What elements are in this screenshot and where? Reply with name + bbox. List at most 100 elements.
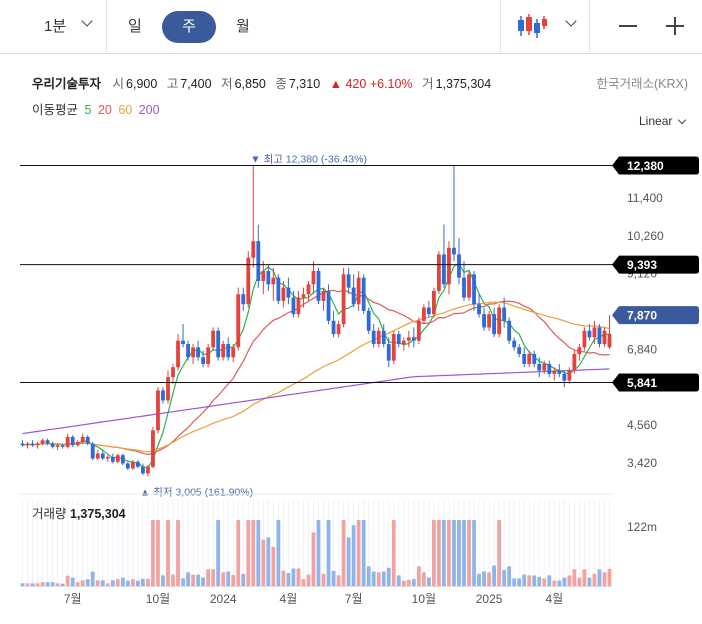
candle-body[interactable] [477, 304, 481, 315]
candle-body[interactable] [231, 347, 236, 358]
candle-body[interactable] [226, 344, 231, 358]
candle-body[interactable] [60, 445, 65, 447]
candle-body[interactable] [196, 347, 201, 358]
period-month[interactable]: 월 [236, 18, 250, 35]
candle-body[interactable] [176, 340, 180, 368]
candle-body[interactable] [206, 347, 211, 364]
candle-body[interactable] [311, 271, 316, 285]
candle-body[interactable] [211, 330, 216, 348]
candle-body[interactable] [361, 277, 366, 311]
candle-body[interactable] [276, 277, 281, 301]
candle-body[interactable] [181, 340, 185, 345]
candle-body[interactable] [261, 271, 266, 281]
period-1min[interactable]: 1분 [44, 18, 67, 35]
candle-body[interactable] [201, 357, 206, 364]
candle-body[interactable] [271, 277, 276, 285]
candle-body[interactable] [221, 344, 226, 358]
candle-body[interactable] [602, 330, 607, 345]
candle-body[interactable] [236, 294, 241, 348]
period-day[interactable]: 일 [128, 18, 142, 35]
candle-body[interactable] [166, 377, 170, 401]
zoom-out-button[interactable] [619, 25, 637, 27]
candle-body[interactable] [40, 440, 45, 444]
candle-body[interactable] [492, 314, 497, 335]
candle-body[interactable] [45, 440, 50, 444]
candle-body[interactable] [30, 443, 35, 446]
candle-body[interactable] [70, 436, 75, 446]
candle-body[interactable] [20, 443, 25, 446]
candle-body[interactable] [457, 254, 461, 278]
candle-body[interactable] [306, 284, 311, 295]
scale-dropdown[interactable]: Linear [639, 114, 673, 128]
candle-body[interactable] [35, 443, 40, 446]
candle-body[interactable] [80, 436, 85, 442]
candle-body[interactable] [331, 320, 336, 335]
candle-body[interactable] [55, 445, 60, 447]
candle-body[interactable] [130, 461, 135, 469]
candle-body[interactable] [85, 436, 90, 444]
candle-body[interactable] [592, 327, 597, 338]
candle-body[interactable] [512, 340, 517, 348]
candle-body[interactable] [135, 461, 140, 467]
candle-body[interactable] [552, 370, 557, 374]
candle-body[interactable] [391, 334, 396, 361]
candle-body[interactable] [557, 370, 562, 374]
candle-body[interactable] [341, 274, 346, 325]
candle-body[interactable] [386, 344, 391, 361]
candle-body[interactable] [351, 287, 356, 305]
candle-body[interactable] [50, 443, 55, 447]
candle-body[interactable] [336, 324, 341, 335]
candle-body[interactable] [567, 370, 572, 381]
candle-body[interactable] [517, 347, 522, 354]
candle-body[interactable] [346, 274, 351, 288]
candle-body[interactable] [25, 443, 30, 446]
candle-body[interactable] [115, 455, 120, 462]
candle-body[interactable] [105, 456, 110, 459]
candle-body[interactable] [90, 443, 95, 459]
candle-body[interactable] [467, 274, 471, 298]
candle-body[interactable] [472, 274, 476, 305]
candle-body[interactable] [537, 363, 542, 371]
candle-body[interactable] [527, 353, 532, 364]
candle-body[interactable] [291, 297, 296, 315]
candle-body[interactable] [286, 287, 291, 298]
candle-body[interactable] [246, 257, 251, 305]
candle-body[interactable] [502, 307, 507, 321]
candle-body[interactable] [396, 334, 401, 345]
candle-body[interactable] [281, 287, 286, 301]
candle-body[interactable] [587, 330, 592, 338]
candle-body[interactable] [65, 436, 70, 447]
candle-body[interactable] [381, 330, 386, 345]
candle-body[interactable] [326, 290, 331, 321]
candle-body[interactable] [241, 294, 246, 305]
candle-body[interactable] [316, 271, 321, 301]
candle-body[interactable] [577, 347, 582, 354]
candle-body[interactable] [95, 453, 100, 459]
candle-body[interactable] [421, 307, 426, 321]
candle-body[interactable] [125, 463, 130, 469]
candle-body[interactable] [497, 307, 502, 335]
candle-body[interactable] [542, 363, 547, 371]
candle-body[interactable] [321, 290, 326, 301]
candle-body[interactable] [547, 363, 552, 374]
candle-body[interactable] [156, 390, 160, 431]
candle-body[interactable] [151, 430, 155, 467]
candle-body[interactable] [266, 271, 271, 285]
candle-body[interactable] [447, 247, 451, 285]
candle-body[interactable] [442, 254, 446, 285]
candle-body[interactable] [171, 367, 175, 378]
candle-body[interactable] [191, 347, 195, 358]
candle-body[interactable] [186, 344, 190, 358]
candle-body[interactable] [146, 466, 150, 474]
candle-body[interactable] [376, 330, 381, 345]
candle-body[interactable] [482, 314, 486, 328]
candle-body[interactable] [416, 320, 421, 341]
candle-body[interactable] [356, 277, 361, 305]
candle-body[interactable] [301, 294, 306, 298]
candle-body[interactable] [371, 330, 376, 345]
candle-body[interactable] [296, 297, 301, 315]
candle-body[interactable] [251, 241, 256, 258]
candle-body[interactable] [607, 333, 612, 348]
candle-body[interactable] [141, 466, 145, 474]
